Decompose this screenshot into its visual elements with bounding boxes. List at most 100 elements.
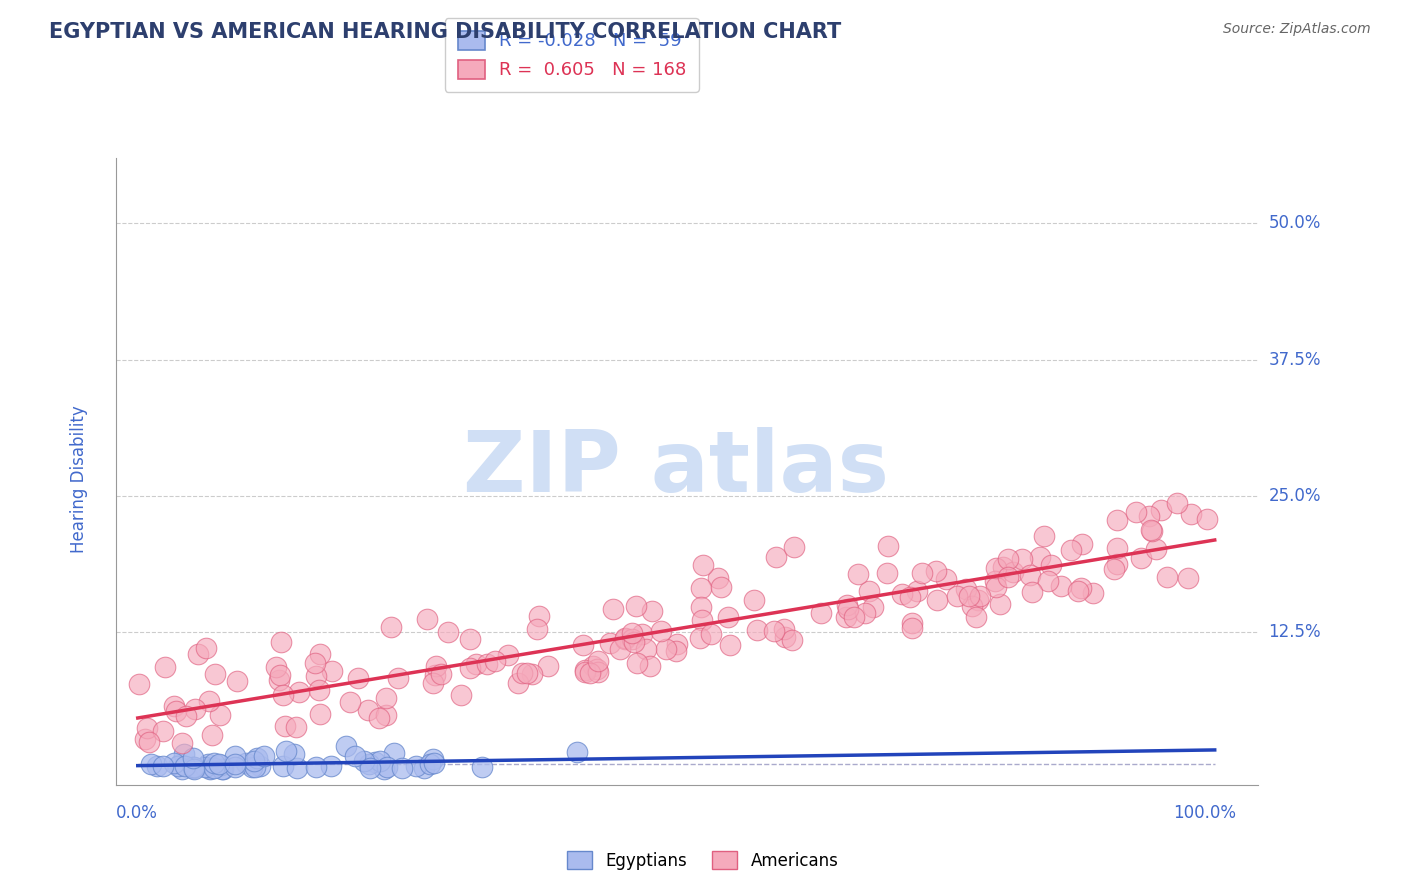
Point xyxy=(965,610,987,624)
Text: ZIP atlas: ZIP atlas xyxy=(463,427,889,510)
Point xyxy=(586,654,609,668)
Point xyxy=(274,744,297,758)
Point xyxy=(835,610,858,624)
Point xyxy=(955,582,977,596)
Point xyxy=(308,682,330,697)
Point xyxy=(966,592,988,607)
Point xyxy=(128,676,150,690)
Point xyxy=(1033,529,1056,543)
Point xyxy=(925,593,948,607)
Point xyxy=(204,666,226,681)
Point xyxy=(901,615,924,630)
Point xyxy=(271,759,294,773)
Point xyxy=(969,589,991,603)
Point xyxy=(516,665,538,680)
Point xyxy=(437,624,460,639)
Point xyxy=(194,760,217,774)
Point xyxy=(183,762,205,776)
Point xyxy=(253,749,276,764)
Point xyxy=(209,757,232,772)
Point xyxy=(246,751,269,765)
Point xyxy=(287,685,309,699)
Point xyxy=(1195,512,1218,526)
Point xyxy=(690,600,713,615)
Point xyxy=(655,642,678,657)
Point xyxy=(1102,562,1125,576)
Point xyxy=(638,659,661,673)
Point xyxy=(1177,570,1199,584)
Point xyxy=(269,668,291,682)
Point xyxy=(208,757,231,772)
Point xyxy=(416,612,439,626)
Point xyxy=(146,759,169,773)
Point xyxy=(450,688,472,702)
Point xyxy=(356,704,378,718)
Point xyxy=(202,761,225,775)
Point xyxy=(574,665,596,679)
Point xyxy=(1002,565,1025,579)
Point xyxy=(357,757,380,772)
Point xyxy=(853,607,876,621)
Point xyxy=(1166,496,1188,510)
Point xyxy=(630,626,652,640)
Point xyxy=(810,607,832,621)
Point xyxy=(626,656,648,670)
Point xyxy=(460,661,482,675)
Point xyxy=(211,762,233,776)
Point xyxy=(621,632,644,646)
Point xyxy=(405,759,427,773)
Point xyxy=(1011,552,1033,566)
Point xyxy=(666,637,689,651)
Text: 12.5%: 12.5% xyxy=(1268,624,1322,641)
Point xyxy=(419,756,441,771)
Point xyxy=(430,667,453,681)
Point xyxy=(285,720,308,734)
Point xyxy=(997,570,1019,584)
Text: 37.5%: 37.5% xyxy=(1268,351,1322,368)
Point xyxy=(339,694,361,708)
Point xyxy=(197,694,219,708)
Point xyxy=(274,719,297,733)
Point xyxy=(1129,551,1152,566)
Point xyxy=(510,665,533,680)
Point xyxy=(599,636,621,650)
Point xyxy=(412,761,434,775)
Point xyxy=(537,659,560,673)
Point xyxy=(305,668,328,682)
Point xyxy=(876,566,898,580)
Text: 100.0%: 100.0% xyxy=(1173,804,1236,822)
Point xyxy=(384,746,406,760)
Point xyxy=(718,638,741,652)
Point xyxy=(170,736,193,750)
Point xyxy=(170,762,193,776)
Point xyxy=(422,751,444,765)
Point xyxy=(1150,503,1173,517)
Point xyxy=(1019,568,1042,582)
Text: 50.0%: 50.0% xyxy=(1268,214,1322,232)
Point xyxy=(762,624,785,638)
Point xyxy=(1140,524,1163,538)
Point xyxy=(195,640,218,655)
Point xyxy=(174,759,197,773)
Point xyxy=(858,584,880,599)
Point xyxy=(368,711,391,725)
Point xyxy=(373,762,395,776)
Point xyxy=(717,610,740,624)
Point xyxy=(475,657,498,672)
Point xyxy=(690,582,713,596)
Point xyxy=(898,590,921,604)
Point xyxy=(1137,508,1160,523)
Point xyxy=(181,760,204,774)
Point xyxy=(744,592,766,607)
Point xyxy=(165,704,187,718)
Point xyxy=(138,735,160,749)
Point xyxy=(526,622,548,636)
Point xyxy=(370,755,392,769)
Point xyxy=(1105,541,1128,555)
Point xyxy=(665,644,688,658)
Point xyxy=(152,759,174,773)
Point xyxy=(1071,537,1094,551)
Point xyxy=(1180,508,1202,522)
Point xyxy=(772,623,794,637)
Point xyxy=(464,657,486,671)
